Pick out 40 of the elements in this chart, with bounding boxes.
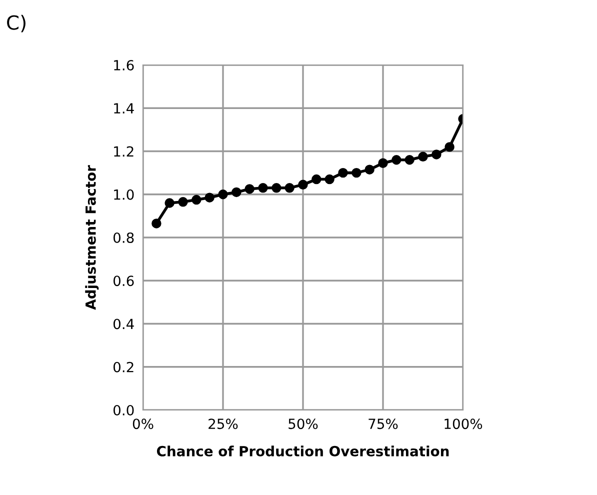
chart-title: C) xyxy=(7,14,26,32)
point xyxy=(164,198,174,208)
point xyxy=(178,197,188,207)
point xyxy=(392,155,402,165)
x-tick-label: 50% xyxy=(288,418,318,430)
point xyxy=(418,152,428,162)
x-tick-label: 100% xyxy=(444,418,482,430)
point xyxy=(284,183,294,193)
point xyxy=(244,184,254,194)
point xyxy=(324,174,334,184)
y-tick-label: 0.6 xyxy=(113,276,134,286)
point xyxy=(432,150,442,160)
point xyxy=(378,158,388,168)
y-tick-label: 0.4 xyxy=(113,318,134,330)
point xyxy=(152,218,162,228)
point xyxy=(204,192,214,202)
point xyxy=(444,142,454,152)
y-tick-label: 0.0 xyxy=(113,404,134,416)
point xyxy=(192,194,202,205)
point xyxy=(218,190,228,200)
point xyxy=(404,155,414,165)
y-tick-label: 1.4 xyxy=(114,103,134,114)
y-axis-title: Adjustment Factor xyxy=(85,165,99,310)
x-axis-title: Chance of Production Overestimation xyxy=(156,446,449,456)
y-tick-label: 0.8 xyxy=(113,232,134,243)
x-tick-label: 0% xyxy=(132,418,154,430)
y-tick-label: 1.0 xyxy=(114,189,134,200)
point xyxy=(232,187,242,198)
point xyxy=(312,174,322,184)
point xyxy=(352,168,362,178)
y-tick-label: 1.6 xyxy=(114,60,134,70)
point xyxy=(338,168,348,178)
x-tick-label: 25% xyxy=(208,418,238,430)
y-tick-label: 0.2 xyxy=(113,362,134,372)
point xyxy=(272,183,282,193)
point xyxy=(364,164,374,174)
point xyxy=(298,180,308,190)
x-tick-label: 75% xyxy=(368,418,398,430)
point xyxy=(258,183,268,193)
y-tick-label: 1.2 xyxy=(114,146,134,157)
